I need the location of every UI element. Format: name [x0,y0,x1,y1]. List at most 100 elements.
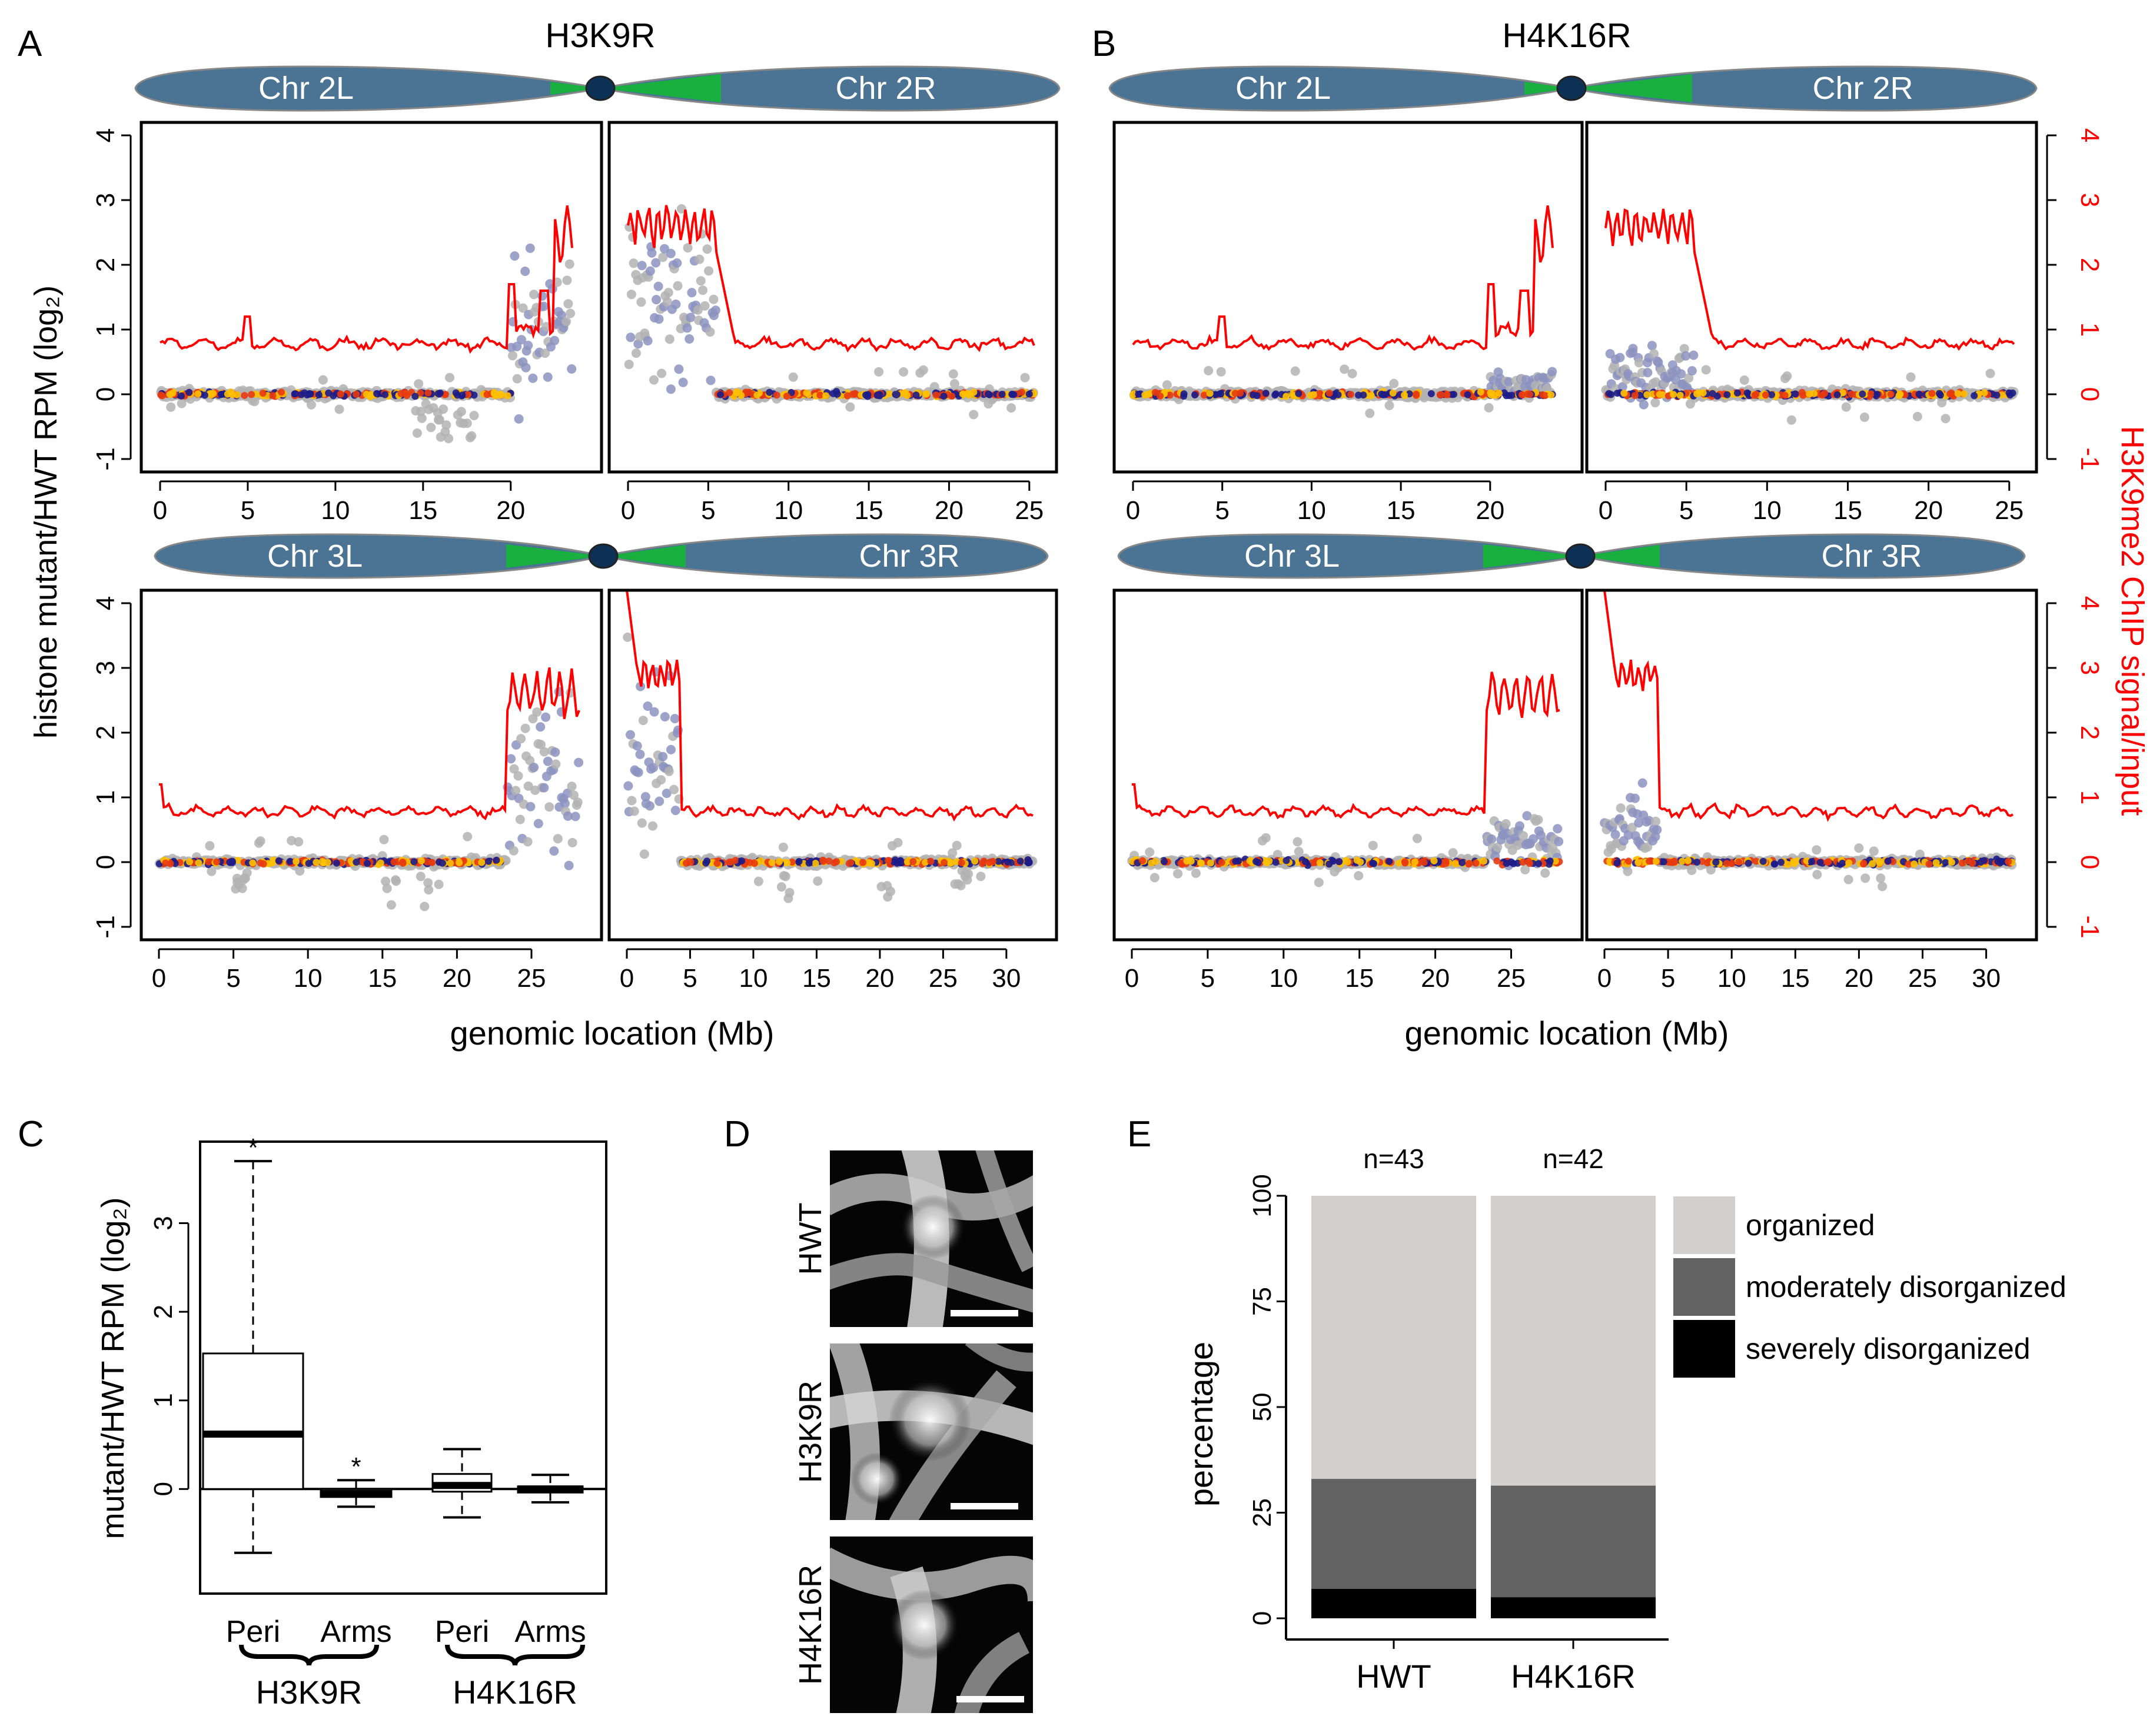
data-point [671,300,681,309]
pericentric-region-right [1580,545,1660,567]
x-axis-label-a: genomic location (Mb) [450,1015,775,1052]
data-point [483,391,491,398]
data-point [1745,859,1752,867]
x-tick-label: 30 [1972,964,2001,993]
data-point [523,837,533,847]
data-point [1854,843,1864,853]
data-point [952,840,962,850]
data-point [1613,859,1621,867]
chip-signal-line [627,205,1035,352]
data-point [629,258,639,268]
plot-frame [607,588,1058,942]
data-point [1365,408,1375,418]
data-point [1217,390,1225,398]
data-point [1643,368,1653,378]
data-point [788,372,798,382]
data-point [1942,859,1949,866]
data-point [969,410,979,420]
data-point [521,363,531,373]
data-point [795,858,803,865]
data-point [899,367,909,377]
data-point [255,836,265,846]
data-point [886,886,895,896]
data-point [710,305,720,315]
x-tick-label: 30 [992,964,1021,993]
pericentric-region-right [603,545,686,567]
data-point [713,860,721,867]
data-point [434,879,444,889]
x-tick-label: 20 [1845,964,1873,993]
x-tick-label: 0 [1597,964,1612,993]
chip-signal-line [1604,208,2015,351]
data-point [2006,391,2014,399]
data-point [467,431,477,441]
data-point [441,420,451,430]
data-point [490,390,498,398]
data-point [1207,859,1214,867]
data-point [645,801,655,811]
data-point [353,859,360,866]
data-point [1141,391,1149,399]
data-point [819,857,827,865]
centromere [1565,543,1596,569]
data-point [1484,403,1494,413]
data-point [1833,391,1841,398]
data-point [544,802,554,812]
data-point [1808,858,1816,866]
data-point [207,390,215,397]
chr-label-right: Chr 2R [835,71,936,106]
data-point [813,876,823,886]
data-point [666,248,676,258]
data-point [1263,859,1271,867]
data-point [1546,857,1554,865]
data-point [567,781,577,791]
data-point [1389,389,1397,397]
data-point [1386,857,1393,865]
data-point [1610,830,1620,840]
data-point [637,261,647,271]
data-point [845,402,855,412]
data-point [390,858,398,866]
data-point [185,388,193,396]
data-point [662,297,672,307]
data-point [1347,391,1355,398]
data-point [518,303,528,313]
data-point [1231,390,1239,397]
data-point [1867,390,1875,398]
data-point [685,334,695,344]
data-point [1525,857,1533,865]
data-point [1689,350,1699,360]
data-point [1812,845,1822,855]
data-point [436,389,444,397]
data-point [458,391,466,399]
data-point [259,390,267,397]
data-point [1442,860,1450,867]
data-point [1946,390,1954,398]
data-point [940,393,948,400]
x-tick-label: 5 [1215,496,1229,525]
data-point [963,869,973,879]
y-axis-label-right: H3K9me2 ChIP signal/input [2115,426,2150,816]
data-point [444,434,454,444]
data-point [651,258,661,268]
data-point [249,859,257,867]
data-point [948,369,958,379]
data-point [1515,821,1524,831]
chr-label-right: Chr 2R [1812,71,1913,106]
data-point [893,391,901,398]
data-point [1216,367,1226,377]
data-point [532,707,542,717]
data-point [537,291,547,301]
data-point [1841,402,1851,412]
data-point [1652,857,1660,865]
data-point [626,290,636,300]
data-point [567,364,577,374]
data-point [1620,390,1628,397]
x-tick-label: 20 [865,964,894,993]
data-point [1024,856,1032,863]
x-tick-label: 10 [739,964,767,993]
data-point [201,391,208,399]
data-point [843,392,851,400]
data-point [958,859,965,867]
